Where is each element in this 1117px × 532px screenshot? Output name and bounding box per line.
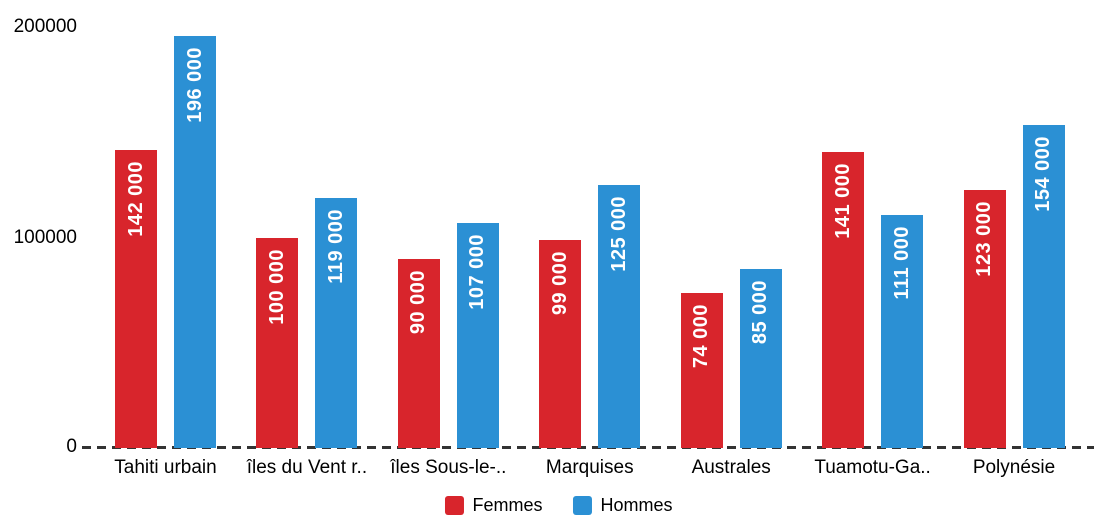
femmes-color-swatch <box>444 496 464 515</box>
y-axis: 200000 100000 0 <box>0 0 77 532</box>
bar-femmes-6[interactable]: 123 000 <box>963 190 1006 448</box>
y-tick-100000: 100000 <box>13 227 77 248</box>
bar-value-label: 111 000 <box>890 226 913 300</box>
bar-hommes-3[interactable]: 125 000 <box>598 185 641 448</box>
legend: Femmes Hommes <box>444 495 673 516</box>
bar-value-label: 107 000 <box>466 234 489 310</box>
bar-hommes-0[interactable]: 196 000 <box>174 36 216 448</box>
bar-femmes-5[interactable]: 141 000 <box>822 152 865 448</box>
y-tick-0: 0 <box>66 436 77 457</box>
bar-value-label: 141 000 <box>831 163 854 239</box>
x-label-3: Marquises <box>545 457 634 478</box>
x-label-2: îles Sous-le-.. <box>390 457 507 478</box>
bar-value-label: 90 000 <box>407 270 430 335</box>
bar-hommes-2[interactable]: 107 000 <box>456 223 499 448</box>
legend-label-femmes: Femmes <box>472 495 543 515</box>
bar-value-label: 74 000 <box>690 304 713 369</box>
bar-hommes-6[interactable]: 154 000 <box>1022 125 1065 448</box>
bar-femmes-3[interactable]: 99 000 <box>539 240 582 448</box>
x-label-6: Polynésie <box>972 457 1056 478</box>
legend-item-hommes[interactable]: Hommes <box>572 495 673 516</box>
bar-hommes-4[interactable]: 85 000 <box>739 269 782 448</box>
bar-hommes-5[interactable]: 111 000 <box>881 215 924 448</box>
bar-value-label: 154 000 <box>1032 136 1055 212</box>
x-label-4: Australes <box>691 457 771 478</box>
bar-femmes-0[interactable]: 142 000 <box>115 150 157 448</box>
bar-hommes-1[interactable]: 119 000 <box>315 198 358 448</box>
x-label-5: Tuamotu-Ga.. <box>814 457 931 478</box>
bar-value-label: 119 000 <box>324 209 347 284</box>
bar-value-label: 125 000 <box>607 196 630 272</box>
legend-item-femmes[interactable]: Femmes <box>444 495 543 516</box>
bar-value-label: 123 000 <box>973 201 996 277</box>
bar-value-label: 99 000 <box>548 251 571 316</box>
bar-femmes-2[interactable]: 90 000 <box>397 259 440 448</box>
hommes-color-swatch <box>572 496 592 515</box>
x-label-0: Tahiti urbain <box>114 457 217 478</box>
bar-value-label: 196 000 <box>183 47 206 123</box>
bar-value-label: 100 000 <box>265 249 288 325</box>
y-tick-200000: 200000 <box>13 16 77 37</box>
x-label-1: îles du Vent r.. <box>246 457 368 478</box>
bar-value-label: 85 000 <box>749 280 772 345</box>
bar-femmes-4[interactable]: 74 000 <box>680 293 723 448</box>
legend-label-hommes: Hommes <box>600 495 673 515</box>
zero-axis-dashed-line <box>82 446 1094 449</box>
bar-femmes-1[interactable]: 100 000 <box>256 238 299 448</box>
bar-value-label: 142 000 <box>124 161 147 237</box>
